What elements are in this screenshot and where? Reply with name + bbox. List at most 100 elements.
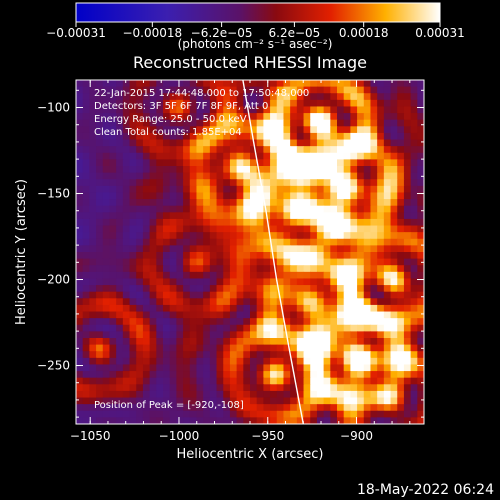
heatmap-cell bbox=[403, 86, 412, 94]
heatmap-cell bbox=[383, 146, 392, 154]
heatmap-cell bbox=[316, 166, 325, 174]
heatmap-cell bbox=[250, 80, 258, 88]
heatmap-cell bbox=[223, 364, 231, 372]
heatmap-cell bbox=[129, 159, 137, 167]
heatmap-cell bbox=[149, 390, 157, 399]
heatmap-cell bbox=[316, 232, 325, 240]
heatmap-cell bbox=[296, 304, 305, 313]
heatmap-cell bbox=[383, 311, 392, 319]
heatmap-cell bbox=[377, 271, 385, 280]
heatmap-cell bbox=[283, 106, 291, 114]
heatmap-cell bbox=[296, 218, 305, 227]
heatmap-cell bbox=[189, 245, 198, 253]
heatmap-cell bbox=[142, 265, 151, 273]
heatmap-cell bbox=[156, 218, 164, 227]
heatmap-cell bbox=[283, 410, 291, 418]
heatmap-cell bbox=[290, 265, 298, 273]
heatmap-cell bbox=[290, 384, 298, 392]
heatmap-cell bbox=[296, 371, 305, 379]
heatmap-cell bbox=[136, 80, 144, 88]
heatmap-cell bbox=[276, 185, 285, 194]
heatmap-cell bbox=[203, 331, 211, 339]
heatmap-cell bbox=[163, 357, 171, 366]
heatmap-cell bbox=[357, 139, 365, 147]
heatmap-cell bbox=[82, 278, 90, 286]
heatmap-cell bbox=[276, 377, 285, 385]
heatmap-cell bbox=[136, 331, 144, 339]
heatmap-cell bbox=[216, 192, 224, 200]
heatmap-cell bbox=[156, 291, 164, 299]
heatmap-cell bbox=[357, 304, 365, 313]
heatmap-cell bbox=[250, 384, 258, 392]
heatmap-cell bbox=[397, 245, 405, 253]
heatmap-cell bbox=[149, 278, 157, 286]
heatmap-cell bbox=[337, 146, 345, 154]
heatmap-cell bbox=[377, 218, 385, 227]
heatmap-cell bbox=[403, 106, 412, 114]
heatmap-cell bbox=[102, 318, 111, 326]
heatmap-cell bbox=[337, 397, 345, 405]
heatmap-cell bbox=[250, 291, 258, 299]
heatmap-cell bbox=[209, 258, 218, 266]
heatmap-cell bbox=[156, 390, 164, 399]
heatmap-cell bbox=[276, 324, 285, 332]
heatmap-cell bbox=[209, 344, 218, 352]
heatmap-cell bbox=[383, 245, 392, 253]
heatmap-cell bbox=[109, 172, 117, 180]
heatmap-cell bbox=[209, 351, 218, 359]
heatmap-cell bbox=[156, 126, 164, 134]
heatmap-cell bbox=[310, 106, 318, 114]
heatmap-cell bbox=[209, 278, 218, 286]
heatmap-cell bbox=[337, 159, 345, 167]
heatmap-cell bbox=[316, 185, 325, 194]
heatmap-cell bbox=[229, 132, 238, 141]
heatmap-cell bbox=[383, 113, 392, 121]
heatmap-cell bbox=[263, 318, 271, 326]
heatmap-cell bbox=[209, 404, 218, 412]
heatmap-cell bbox=[243, 205, 251, 213]
heatmap-cell bbox=[357, 179, 365, 187]
heatmap-cell bbox=[142, 410, 151, 418]
heatmap-cell bbox=[410, 258, 418, 266]
heatmap-cell bbox=[183, 93, 191, 101]
heatmap-cell bbox=[243, 192, 251, 200]
heatmap-cell bbox=[109, 271, 117, 280]
heatmap-cell bbox=[96, 357, 104, 366]
heatmap-cell bbox=[310, 238, 318, 246]
heatmap-cell bbox=[116, 351, 124, 359]
heatmap-cell bbox=[256, 377, 264, 385]
x-axis: −1050 −1000 −950 −900 bbox=[70, 80, 411, 443]
heatmap-cell bbox=[397, 113, 405, 121]
heatmap-cell bbox=[390, 113, 398, 121]
heatmap-cell bbox=[377, 113, 385, 121]
heatmap-cell bbox=[330, 417, 338, 424]
heatmap-cell bbox=[102, 311, 111, 319]
heatmap-cell bbox=[96, 291, 104, 299]
heatmap-cell bbox=[156, 364, 164, 372]
heatmap-cell bbox=[290, 298, 298, 306]
heatmap-cell bbox=[203, 192, 211, 200]
heatmap-cell bbox=[163, 199, 171, 207]
heatmap-cell bbox=[89, 119, 97, 127]
heatmap-cell bbox=[343, 404, 351, 412]
heatmap-cell bbox=[236, 172, 244, 180]
heatmap-cell bbox=[276, 86, 285, 94]
heatmap-cell bbox=[183, 106, 191, 114]
heatmap-cell bbox=[250, 298, 258, 306]
heatmap-cell bbox=[243, 252, 251, 260]
heatmap-cell bbox=[156, 225, 164, 233]
heatmap-cell bbox=[323, 304, 331, 313]
heatmap-cell bbox=[383, 159, 392, 167]
heatmap-cell bbox=[236, 212, 244, 220]
heatmap-cell bbox=[330, 304, 338, 313]
heatmap-cell bbox=[82, 119, 90, 127]
heatmap-cell bbox=[290, 404, 298, 412]
heatmap-cell bbox=[417, 258, 424, 266]
heatmap-cell bbox=[89, 298, 97, 306]
heatmap-cell bbox=[303, 265, 311, 273]
heatmap-cell bbox=[196, 205, 204, 213]
heatmap-cell bbox=[337, 199, 345, 207]
heatmap-cell bbox=[142, 351, 151, 359]
heatmap-cell bbox=[283, 232, 291, 240]
heatmap-cell bbox=[149, 119, 157, 127]
